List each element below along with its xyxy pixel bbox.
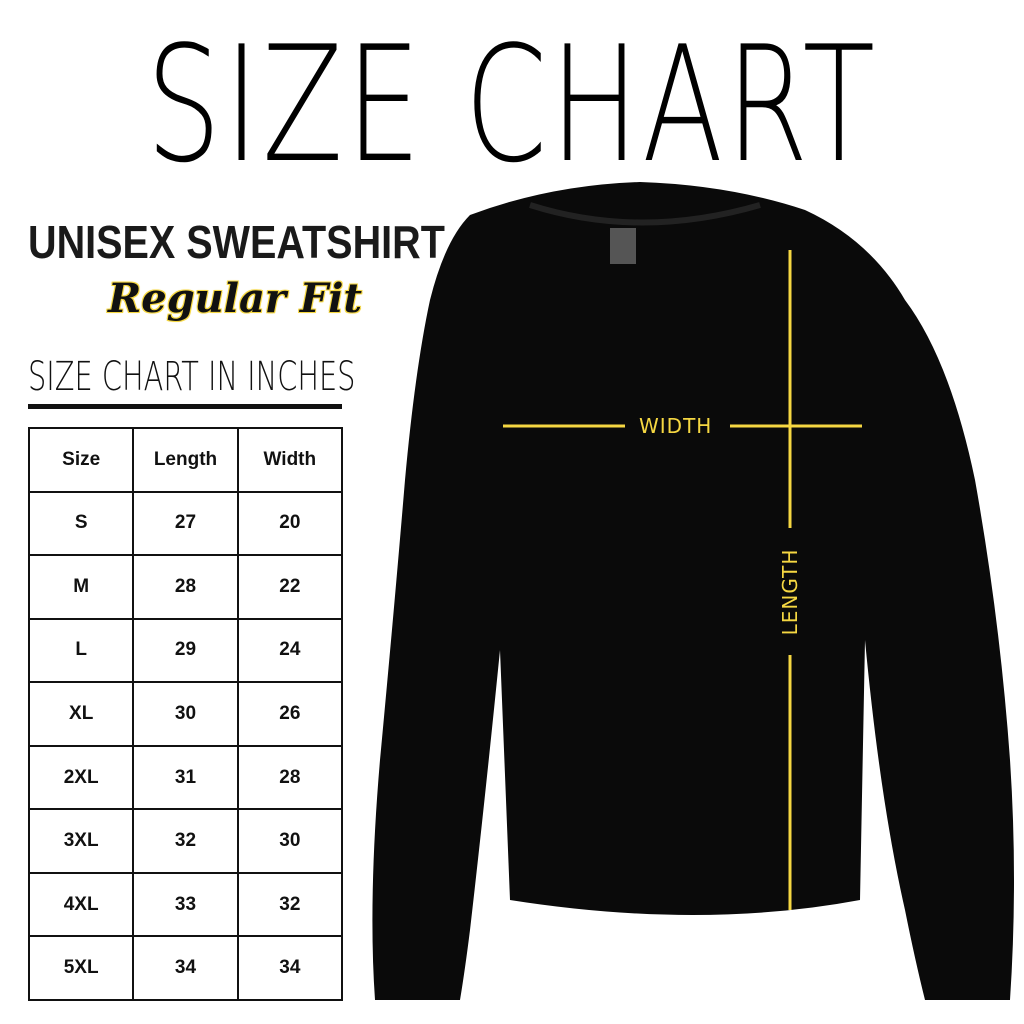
table-row: 4XL 33 32 [27, 871, 344, 938]
table-row: M 28 22 [27, 554, 344, 620]
table-row: S 27 20 [27, 490, 344, 557]
width-cell: 20 [236, 490, 344, 557]
length-label: LENGTH [778, 548, 802, 636]
collar [529, 202, 761, 226]
header-cell: Length [132, 427, 239, 493]
table-row: 2XL 31 28 [27, 744, 344, 811]
length-cell: 30 [132, 681, 239, 747]
header-cell: Size [27, 427, 135, 493]
width-cell: 34 [236, 935, 344, 1001]
sweatshirt-body [372, 182, 1015, 1000]
length-cell: 34 [132, 935, 239, 1001]
heading-underline [28, 404, 342, 409]
fit-label: Regular Fit [108, 275, 362, 322]
size-cell: S [27, 490, 135, 557]
table-row: L 29 24 [27, 617, 344, 684]
table-row: 5XL 34 34 [27, 935, 344, 1001]
size-cell: 2XL [27, 744, 135, 811]
length-cell: 27 [132, 490, 239, 557]
width-cell: 32 [236, 871, 344, 938]
size-table: Size Length Width S 27 20 M 28 22 L 29 24 XL 30 26 2… [27, 427, 344, 1001]
table-header-row: Size Length Width [27, 427, 344, 493]
product-name: UNISEX SWEATSHIRT [28, 216, 445, 268]
length-cell: 33 [132, 871, 239, 938]
size-cell: 5XL [27, 935, 135, 1001]
width-cell: 22 [236, 554, 344, 620]
table-row: 3XL 32 30 [27, 808, 344, 874]
width-cell: 24 [236, 617, 344, 684]
size-cell: L [27, 617, 135, 684]
neck-tag [610, 228, 636, 264]
length-cell: 31 [132, 744, 239, 811]
table-row: XL 30 26 [27, 681, 344, 747]
size-cell: M [27, 554, 135, 620]
page-title: SIZE CHART [146, 11, 878, 198]
size-cell: 4XL [27, 871, 135, 938]
length-cell: 32 [132, 808, 239, 874]
width-label: WIDTH [639, 414, 713, 438]
size-cell: XL [27, 681, 135, 747]
chart-heading: SIZE CHART IN INCHES [28, 354, 356, 400]
header-cell: Width [236, 427, 344, 493]
length-cell: 29 [132, 617, 239, 684]
width-cell: 30 [236, 808, 344, 874]
width-cell: 28 [236, 744, 344, 811]
width-cell: 26 [236, 681, 344, 747]
size-cell: 3XL [27, 808, 135, 874]
length-cell: 28 [132, 554, 239, 620]
